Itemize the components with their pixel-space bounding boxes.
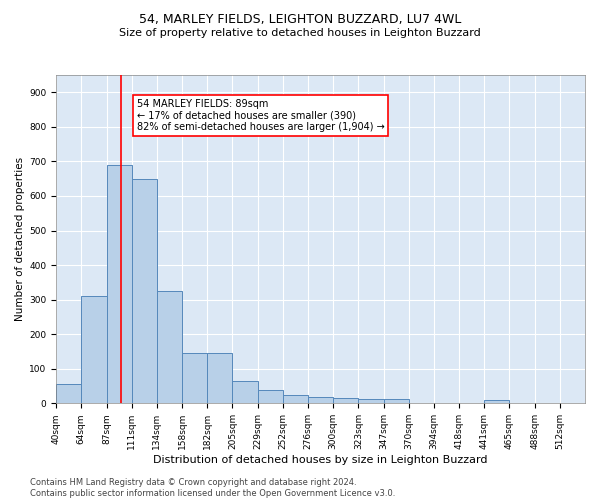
Text: 54 MARLEY FIELDS: 89sqm
← 17% of detached houses are smaller (390)
82% of semi-d: 54 MARLEY FIELDS: 89sqm ← 17% of detache… <box>137 99 385 132</box>
Bar <box>308 397 333 404</box>
Bar <box>82 296 107 404</box>
Text: Contains HM Land Registry data © Crown copyright and database right 2024.
Contai: Contains HM Land Registry data © Crown c… <box>30 478 395 498</box>
Bar <box>157 291 182 404</box>
Y-axis label: Number of detached properties: Number of detached properties <box>15 157 25 321</box>
Bar <box>358 398 383 404</box>
Bar <box>283 394 308 404</box>
X-axis label: Distribution of detached houses by size in Leighton Buzzard: Distribution of detached houses by size … <box>154 455 488 465</box>
Bar <box>131 178 157 404</box>
Text: Size of property relative to detached houses in Leighton Buzzard: Size of property relative to detached ho… <box>119 28 481 38</box>
Bar <box>107 165 131 404</box>
Bar <box>383 399 409 404</box>
Bar <box>56 384 82 404</box>
Bar <box>257 390 283 404</box>
Bar <box>333 398 358 404</box>
Bar <box>232 381 257 404</box>
Bar <box>207 353 232 404</box>
Bar <box>484 400 509 404</box>
Text: 54, MARLEY FIELDS, LEIGHTON BUZZARD, LU7 4WL: 54, MARLEY FIELDS, LEIGHTON BUZZARD, LU7… <box>139 12 461 26</box>
Bar <box>182 353 207 404</box>
